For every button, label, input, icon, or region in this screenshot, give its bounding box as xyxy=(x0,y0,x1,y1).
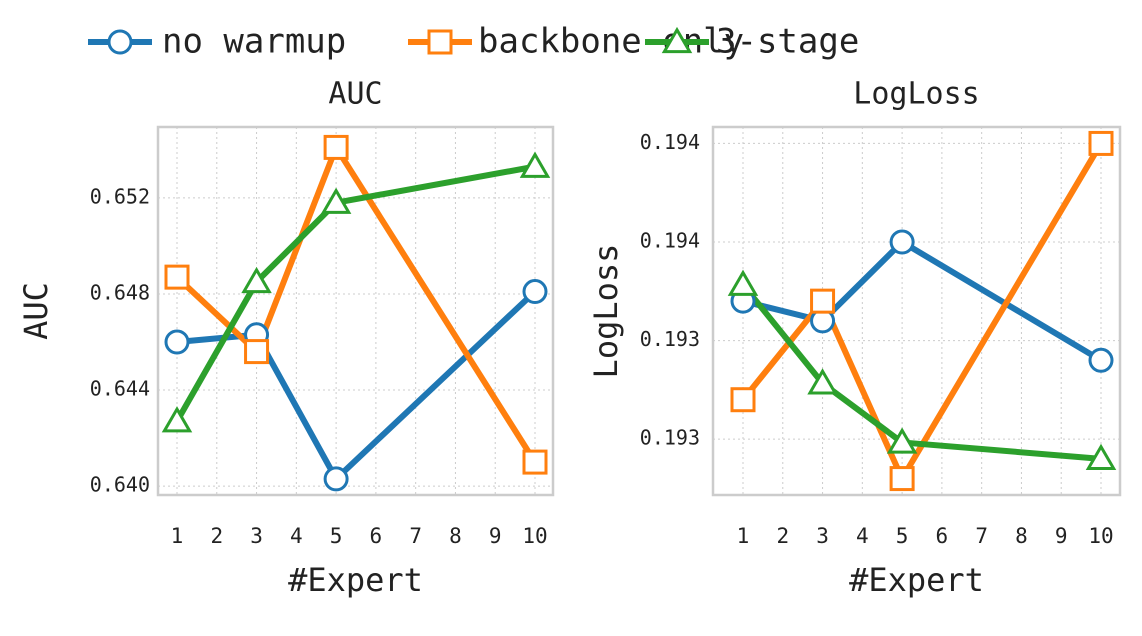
y-tick-label: 0.640 xyxy=(90,473,150,497)
marker xyxy=(727,269,759,296)
legend-label: no warmup xyxy=(162,22,346,62)
x-tick-label: 10 xyxy=(1088,524,1113,548)
subplot-title: AUC xyxy=(328,77,382,112)
subplot-title: LogLoss xyxy=(853,77,979,112)
series-line xyxy=(740,141,1104,482)
x-tick-label: 3 xyxy=(816,524,829,548)
series-line xyxy=(742,239,1103,363)
legend-marker xyxy=(107,29,133,55)
legend-label: 3-stage xyxy=(716,22,859,62)
plot-frame xyxy=(711,125,1122,497)
y-tick-label: 0.193 xyxy=(640,327,700,351)
marker xyxy=(889,229,915,255)
x-tick-label: 1 xyxy=(171,524,184,548)
series-line xyxy=(174,144,538,464)
y-tick-label: 0.652 xyxy=(90,184,150,208)
x-axis-label: #Expert xyxy=(288,561,423,599)
marker xyxy=(1088,347,1114,373)
marker xyxy=(1088,130,1114,156)
marker xyxy=(730,387,756,413)
x-tick-label: 10 xyxy=(522,524,547,548)
marker xyxy=(164,329,190,355)
marker xyxy=(161,406,193,433)
marker xyxy=(889,466,915,492)
marker xyxy=(807,368,838,395)
marker xyxy=(519,151,551,178)
x-tick-label: 2 xyxy=(210,524,223,548)
marker xyxy=(323,466,349,492)
x-tick-label: 5 xyxy=(896,524,909,548)
marker xyxy=(886,427,918,454)
series-line xyxy=(174,163,536,423)
x-tick-label: 5 xyxy=(330,524,343,548)
x-tick-label: 6 xyxy=(936,524,949,548)
y-tick-label: 0.194 xyxy=(640,130,700,154)
marker xyxy=(522,279,548,305)
y-tick-label: 0.194 xyxy=(640,229,700,253)
marker xyxy=(1085,443,1117,471)
plot-frame xyxy=(156,125,555,497)
x-tick-label: 1 xyxy=(737,524,750,548)
x-tick-label: 4 xyxy=(856,524,869,548)
x-tick-label: 9 xyxy=(1055,524,1068,548)
y-axis-label: LogLoss xyxy=(587,244,625,379)
marker xyxy=(810,288,836,314)
marker xyxy=(164,264,190,290)
marker xyxy=(323,134,349,160)
legend-marker xyxy=(427,29,453,55)
x-tick-label: 8 xyxy=(449,524,462,548)
marker xyxy=(320,187,352,214)
x-tick-label: 7 xyxy=(409,524,422,548)
x-tick-label: 2 xyxy=(776,524,789,548)
y-tick-label: 0.644 xyxy=(90,377,150,401)
marker xyxy=(522,449,548,475)
x-tick-label: 4 xyxy=(290,524,303,548)
x-axis-label: #Expert xyxy=(849,561,984,599)
x-tick-label: 3 xyxy=(250,524,263,548)
y-axis-label: AUC xyxy=(17,282,55,340)
y-tick-label: 0.193 xyxy=(640,426,700,450)
series-line xyxy=(740,282,1102,462)
x-tick-label: 7 xyxy=(975,524,988,548)
legend-marker xyxy=(661,26,693,54)
marker xyxy=(241,266,272,294)
y-tick-label: 0.648 xyxy=(90,280,150,304)
marker xyxy=(244,339,270,365)
x-tick-label: 9 xyxy=(489,524,502,548)
series-line xyxy=(176,289,538,482)
x-tick-label: 6 xyxy=(370,524,383,548)
x-tick-label: 8 xyxy=(1015,524,1028,548)
